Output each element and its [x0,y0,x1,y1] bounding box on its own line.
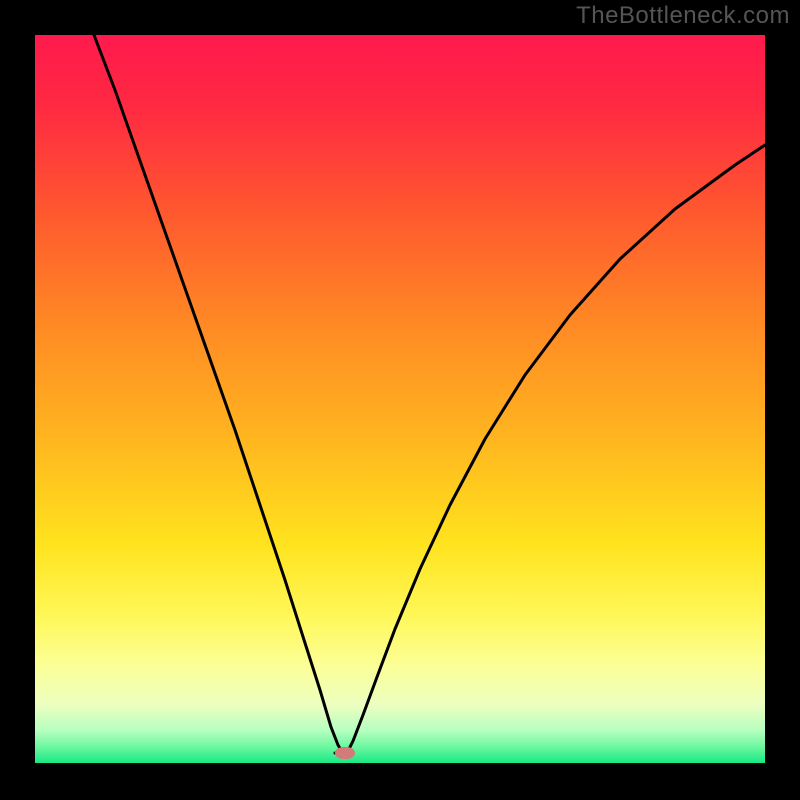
watermark-text: TheBottleneck.com [576,2,790,30]
gradient-plot-area [35,35,765,763]
minimum-marker [335,747,355,759]
chart-frame: TheBottleneck.com [0,0,800,800]
